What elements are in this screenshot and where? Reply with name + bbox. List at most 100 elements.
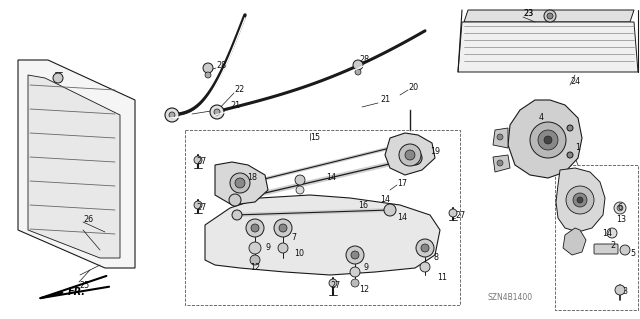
Circle shape [346,246,364,264]
Text: 14: 14 [602,228,612,238]
Circle shape [278,243,288,253]
Circle shape [232,210,242,220]
Text: 26: 26 [83,216,93,225]
Text: 21: 21 [230,100,240,109]
Circle shape [416,239,434,257]
Text: 2: 2 [610,241,615,249]
Text: 4: 4 [539,114,544,122]
Circle shape [497,134,503,140]
Text: 23: 23 [523,10,533,19]
Text: 8: 8 [434,254,439,263]
Text: 9: 9 [266,243,271,253]
Circle shape [250,255,260,265]
Circle shape [355,69,361,75]
Text: 27: 27 [455,211,465,219]
Circle shape [566,186,594,214]
Text: 9: 9 [363,263,368,272]
Circle shape [567,152,573,158]
Text: 27: 27 [196,158,206,167]
Text: 24: 24 [570,78,580,86]
Text: 23: 23 [523,10,533,19]
Circle shape [251,224,259,232]
Text: 13: 13 [616,216,626,225]
Circle shape [449,209,457,217]
Text: 27: 27 [330,280,340,290]
Text: 14: 14 [326,174,336,182]
Circle shape [274,219,292,237]
Text: 18: 18 [247,174,257,182]
Text: 10: 10 [294,249,304,257]
Circle shape [246,219,264,237]
Circle shape [544,136,552,144]
Circle shape [205,72,211,78]
Circle shape [530,122,566,158]
Polygon shape [493,128,508,148]
Polygon shape [28,75,120,258]
Circle shape [567,125,573,131]
Polygon shape [458,22,638,72]
Circle shape [497,160,503,166]
Circle shape [350,267,360,277]
Circle shape [249,242,261,254]
Circle shape [296,186,304,194]
Circle shape [620,245,630,255]
Polygon shape [508,100,582,178]
Circle shape [214,109,220,115]
Circle shape [194,156,202,164]
Polygon shape [385,133,435,175]
Circle shape [229,194,241,206]
Circle shape [353,60,363,70]
Text: 11: 11 [437,273,447,283]
Circle shape [279,224,287,232]
Text: 28: 28 [216,61,226,70]
Circle shape [165,108,179,122]
Circle shape [295,175,305,185]
Circle shape [405,150,415,160]
Polygon shape [18,60,135,268]
Circle shape [577,197,583,203]
Circle shape [607,228,617,238]
Text: 25: 25 [79,280,89,290]
Text: 12: 12 [359,286,369,294]
Circle shape [538,130,558,150]
Circle shape [351,251,359,259]
Text: 27: 27 [196,204,206,212]
Circle shape [408,151,422,165]
Text: 15: 15 [310,133,320,143]
Polygon shape [563,228,586,255]
Circle shape [547,13,553,19]
Polygon shape [493,155,510,172]
Text: FR.: FR. [68,287,86,297]
Circle shape [210,105,224,119]
Circle shape [53,73,63,83]
Circle shape [421,244,429,252]
Polygon shape [205,195,440,275]
Circle shape [384,204,396,216]
Text: 19: 19 [430,147,440,157]
Text: 28: 28 [359,56,369,64]
Text: 6: 6 [617,203,622,211]
Circle shape [420,262,430,272]
Polygon shape [215,162,268,205]
Text: 1: 1 [575,144,580,152]
Text: 14: 14 [397,212,407,221]
Polygon shape [556,168,605,232]
Text: 22: 22 [234,85,244,94]
Circle shape [615,285,625,295]
Circle shape [194,201,202,209]
Text: 20: 20 [408,83,418,92]
Text: 12: 12 [250,263,260,272]
Circle shape [169,112,175,118]
Circle shape [399,144,421,166]
Circle shape [351,279,359,287]
Circle shape [203,63,213,73]
Polygon shape [464,10,634,22]
Text: 14: 14 [380,196,390,204]
Text: 7: 7 [291,233,296,241]
Circle shape [617,205,623,211]
Circle shape [235,178,245,188]
Circle shape [573,193,587,207]
Text: 21: 21 [380,95,390,105]
Text: 3: 3 [622,287,627,296]
Circle shape [230,173,250,193]
